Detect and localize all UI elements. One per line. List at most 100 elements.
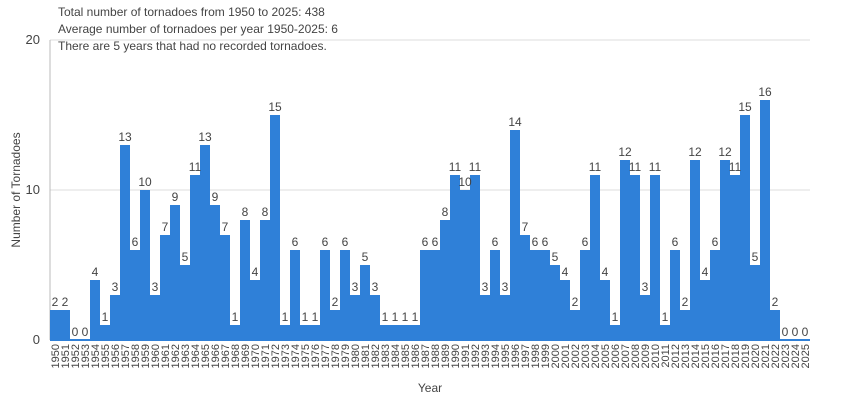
bar (500, 295, 510, 340)
x-tick-label: 1982 (370, 344, 382, 368)
bar (760, 100, 770, 340)
bar (130, 250, 140, 340)
bar (350, 295, 360, 340)
x-tick-label: 2016 (710, 344, 722, 368)
value-label: 2 (772, 295, 779, 309)
x-tick-label: 2001 (560, 344, 572, 368)
value-label: 3 (502, 280, 509, 294)
value-label: 2 (332, 295, 339, 309)
bar (310, 325, 320, 340)
bar (340, 250, 350, 340)
x-tick-label: 1968 (230, 344, 242, 368)
value-label: 5 (362, 250, 369, 264)
bar (700, 280, 710, 340)
bar (440, 220, 450, 340)
x-tick-label: 1972 (270, 344, 282, 368)
bar (560, 280, 570, 340)
x-tick-label: 2018 (730, 344, 742, 368)
bar (110, 295, 120, 340)
bar (140, 190, 150, 340)
value-label: 1 (612, 310, 619, 324)
annotation: Average number of tornadoes per year 195… (58, 22, 338, 36)
x-tick-label: 1992 (470, 344, 482, 368)
bar (300, 325, 310, 340)
bar (100, 325, 110, 340)
bar (260, 220, 270, 340)
x-tick-label: 1956 (110, 344, 122, 368)
x-tick-label: 1979 (340, 344, 352, 368)
value-label: 5 (752, 250, 759, 264)
bar (220, 235, 230, 340)
value-label: 5 (182, 250, 189, 264)
bar (230, 325, 240, 340)
value-label: 15 (738, 100, 752, 114)
x-tick-label: 2019 (740, 344, 752, 368)
x-tick-label: 2021 (760, 344, 772, 368)
bar (520, 235, 530, 340)
value-label: 3 (152, 280, 159, 294)
y-tick-label: 0 (33, 332, 40, 347)
bar (180, 265, 190, 340)
bar (380, 325, 390, 340)
bar (650, 175, 660, 340)
value-label: 1 (302, 310, 309, 324)
annotation: Total number of tornadoes from 1950 to 2… (58, 5, 325, 19)
x-axis-title: Year (418, 381, 442, 395)
x-tick-label: 1961 (160, 344, 172, 368)
value-label: 3 (482, 280, 489, 294)
value-label: 3 (112, 280, 119, 294)
x-tick-label: 1984 (390, 344, 402, 368)
value-label: 1 (412, 310, 419, 324)
x-tick-label: 1969 (240, 344, 252, 368)
value-label: 11 (189, 160, 202, 174)
value-label: 12 (618, 145, 632, 159)
bar (370, 295, 380, 340)
bar (470, 175, 480, 340)
x-tick-label: 1998 (530, 344, 542, 368)
x-tick-label: 1997 (520, 344, 532, 368)
bar (420, 250, 430, 340)
bar (400, 325, 410, 340)
x-tick-label: 1989 (440, 344, 452, 368)
bar (770, 310, 780, 340)
x-tick-label: 1965 (200, 344, 212, 368)
bar (50, 310, 60, 340)
x-tick-label: 1973 (280, 344, 292, 368)
bar (600, 280, 610, 340)
value-label: 6 (422, 235, 429, 249)
value-label: 0 (802, 325, 809, 339)
value-label: 4 (92, 265, 99, 279)
x-tick-label: 1971 (260, 344, 272, 368)
bar (160, 235, 170, 340)
bar (450, 175, 460, 340)
value-label: 11 (469, 160, 482, 174)
bar (690, 160, 700, 340)
x-tick-label: 1996 (510, 344, 522, 368)
x-tick-label: 1960 (150, 344, 162, 368)
bar (150, 295, 160, 340)
x-tick-label: 1986 (410, 344, 422, 368)
value-label: 1 (282, 310, 289, 324)
bar (200, 145, 210, 340)
value-label: 2 (682, 295, 689, 309)
value-label: 4 (252, 265, 259, 279)
x-tick-label: 2006 (610, 344, 622, 368)
x-tick-label: 1970 (250, 344, 262, 368)
x-tick-label: 1988 (430, 344, 442, 368)
value-label: 1 (382, 310, 389, 324)
x-tick-label: 2012 (670, 344, 682, 368)
value-label: 11 (729, 160, 742, 174)
x-tick-label: 1958 (130, 344, 142, 368)
x-tick-label: 1985 (400, 344, 412, 368)
value-label: 1 (662, 310, 669, 324)
x-tick-label: 2002 (570, 344, 582, 368)
bar (280, 325, 290, 340)
value-label: 5 (552, 250, 559, 264)
bar (210, 205, 220, 340)
bar (540, 250, 550, 340)
bar (710, 250, 720, 340)
x-tick-label: 1959 (140, 344, 152, 368)
value-label: 3 (352, 280, 359, 294)
bar (490, 250, 500, 340)
value-label: 6 (542, 235, 549, 249)
